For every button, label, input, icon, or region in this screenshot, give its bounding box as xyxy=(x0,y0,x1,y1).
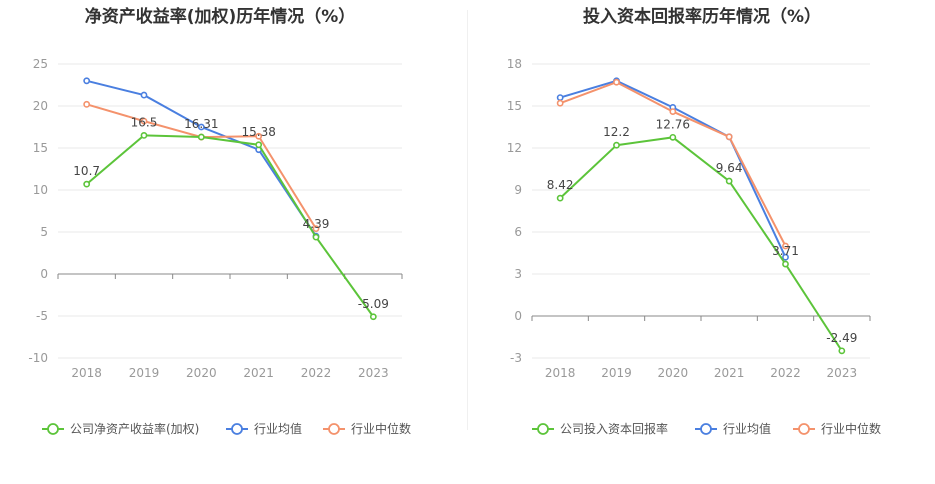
data-point[interactable] xyxy=(556,94,564,101)
data-point[interactable] xyxy=(140,117,148,125)
y-tick-label: -3 xyxy=(510,351,522,365)
data-label: 4.39 xyxy=(303,217,330,231)
data-point[interactable] xyxy=(556,194,564,202)
series-line xyxy=(86,79,317,237)
data-point[interactable] xyxy=(140,91,148,99)
roic-line-chart: 投入资本回报率历年情况（%） 18 15 12 9 6 3 0 -3 2018 2019 2020 20… xyxy=(507,6,881,436)
y-tick-label: 9 xyxy=(514,183,522,197)
roe-line-chart: 净资产收益率(加权)历年情况（%） 25 20 15 10 5 0 -5 -10 2018 2019… xyxy=(28,6,411,436)
legend-marker[interactable] xyxy=(537,423,549,435)
y-tick-label: 0 xyxy=(40,267,48,281)
legend-marker[interactable] xyxy=(47,423,59,435)
y-tick-label: 12 xyxy=(507,141,522,155)
legend-marker[interactable] xyxy=(231,423,243,435)
roic-chart-panel: 投入资本回报率历年情况（%） 18 15 12 9 6 3 0 -3 2018 2019 2020 20… xyxy=(468,0,935,480)
x-tick-label: 2018 xyxy=(71,366,102,380)
data-point[interactable] xyxy=(197,133,205,141)
chart-title: 净资产收益率(加权)历年情况（%） xyxy=(85,6,356,27)
data-point[interactable] xyxy=(613,78,620,86)
series-line xyxy=(559,136,843,352)
data-label: -2.49 xyxy=(826,331,857,345)
y-tick-label: 20 xyxy=(33,99,48,113)
x-tick-label: 2019 xyxy=(601,366,632,380)
data-label: 12.76 xyxy=(656,117,690,131)
x-tick-label: 2023 xyxy=(358,366,389,380)
y-tick-label: 3 xyxy=(514,267,522,281)
data-point[interactable] xyxy=(255,141,263,149)
x-tick-label: 2020 xyxy=(186,366,217,380)
data-label: 16.5 xyxy=(131,115,158,129)
x-tick-label: 2021 xyxy=(714,366,745,380)
legend-label[interactable]: 行业均值 xyxy=(254,421,302,436)
data-point[interactable] xyxy=(669,108,677,115)
data-point[interactable] xyxy=(140,131,148,139)
data-point[interactable] xyxy=(613,141,620,149)
x-tick-label: 2021 xyxy=(243,366,274,380)
data-point[interactable] xyxy=(782,253,789,261)
x-tick-label: 2018 xyxy=(545,366,576,380)
data-point[interactable] xyxy=(83,77,91,85)
legend-marker[interactable] xyxy=(700,423,712,435)
y-tick-label: -5 xyxy=(36,309,48,323)
series-line xyxy=(86,134,375,318)
y-tick-label: 25 xyxy=(33,57,48,71)
data-label: 16.31 xyxy=(184,117,218,131)
data-point[interactable] xyxy=(669,133,677,141)
legend-label[interactable]: 行业中位数 xyxy=(351,421,411,436)
data-label: 12.2 xyxy=(603,125,630,139)
data-point[interactable] xyxy=(312,225,320,233)
x-tick-label: 2022 xyxy=(301,366,332,380)
data-point[interactable] xyxy=(556,99,564,107)
data-point[interactable] xyxy=(782,260,789,268)
data-point[interactable] xyxy=(782,242,789,250)
data-point[interactable] xyxy=(725,133,733,141)
y-tick-label: 6 xyxy=(514,225,522,239)
data-label: 15.38 xyxy=(241,125,275,139)
y-tick-label: 15 xyxy=(507,99,522,113)
legend-label[interactable]: 行业均值 xyxy=(723,421,771,436)
data-point[interactable] xyxy=(369,313,377,321)
data-point[interactable] xyxy=(725,177,733,185)
chart-title: 投入资本回报率历年情况（%） xyxy=(583,6,821,27)
data-label: -5.09 xyxy=(358,297,389,311)
y-tick-label: 15 xyxy=(33,141,48,155)
x-tick-label: 2023 xyxy=(827,366,858,380)
panel-divider xyxy=(467,10,468,430)
x-tick-label: 2022 xyxy=(770,366,801,380)
y-tick-label: -10 xyxy=(28,351,48,365)
legend-label[interactable]: 行业中位数 xyxy=(821,421,881,436)
y-tick-label: 10 xyxy=(33,183,48,197)
legend-marker[interactable] xyxy=(798,423,810,435)
data-label: 9.64 xyxy=(716,161,743,175)
data-point[interactable] xyxy=(838,347,846,355)
legend-marker[interactable] xyxy=(328,423,340,435)
data-point[interactable] xyxy=(255,132,263,140)
y-tick-label: 0 xyxy=(514,309,522,323)
data-label: 3.71 xyxy=(772,244,799,258)
data-point[interactable] xyxy=(197,123,205,131)
data-point[interactable] xyxy=(83,180,91,188)
data-point[interactable] xyxy=(312,233,320,241)
roe-chart-panel: 净资产收益率(加权)历年情况（%） 25 20 15 10 5 0 -5 -10 2018 2019… xyxy=(0,0,467,480)
y-tick-label: 5 xyxy=(40,225,48,239)
data-label: 8.42 xyxy=(547,178,574,192)
data-label: 10.7 xyxy=(73,164,100,178)
data-point[interactable] xyxy=(83,100,91,108)
x-tick-label: 2019 xyxy=(129,366,160,380)
legend-label[interactable]: 公司净资产收益率(加权) xyxy=(70,421,199,436)
y-tick-label: 18 xyxy=(507,57,522,71)
x-tick-label: 2020 xyxy=(658,366,689,380)
legend-label[interactable]: 公司投入资本回报率 xyxy=(560,421,668,436)
